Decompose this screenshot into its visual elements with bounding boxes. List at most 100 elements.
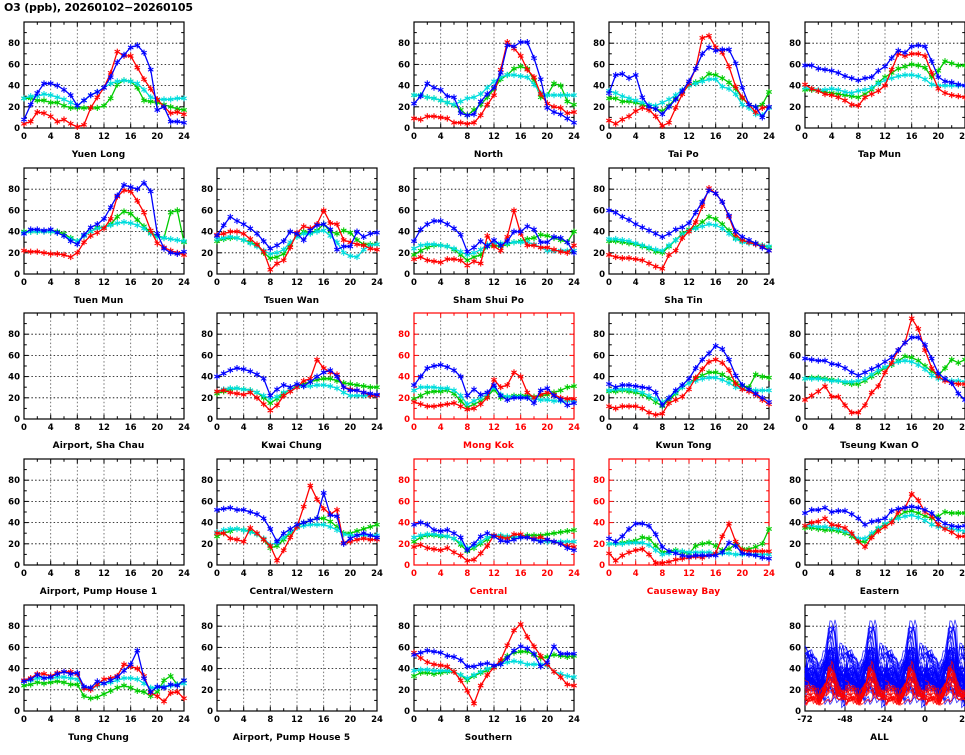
svg-text:20: 20 <box>541 132 553 142</box>
svg-text:40: 40 <box>8 373 20 383</box>
svg-text:0: 0 <box>411 132 417 142</box>
svg-text:60: 60 <box>593 60 605 70</box>
svg-text:40: 40 <box>398 665 410 675</box>
svg-text:24: 24 <box>371 278 383 288</box>
svg-text:0: 0 <box>21 132 27 142</box>
svg-text:4: 4 <box>438 132 444 142</box>
svg-text:20: 20 <box>593 394 605 404</box>
panel-label: Sha Tin <box>664 296 703 306</box>
panel-label: Tap Mun <box>857 150 902 160</box>
svg-text:0: 0 <box>21 278 27 288</box>
svg-text:0: 0 <box>795 707 801 717</box>
svg-text:80: 80 <box>201 622 213 632</box>
svg-text:4: 4 <box>438 715 444 725</box>
svg-text:80: 80 <box>8 39 20 49</box>
svg-text:24: 24 <box>178 715 190 725</box>
svg-text:40: 40 <box>398 82 410 92</box>
plot-area: 0 20 40 60 80 0 4 8 12 16 20 24 <box>8 458 190 579</box>
panel-label: Central <box>469 587 508 597</box>
svg-text:40: 40 <box>593 373 605 383</box>
svg-text:0: 0 <box>404 561 410 571</box>
svg-text:80: 80 <box>593 39 605 49</box>
svg-text:20: 20 <box>541 569 553 579</box>
svg-text:60: 60 <box>201 497 213 507</box>
svg-text:8: 8 <box>267 569 273 579</box>
svg-text:60: 60 <box>789 351 801 361</box>
svg-text:12: 12 <box>291 278 303 288</box>
svg-text:12: 12 <box>291 569 303 579</box>
svg-text:4: 4 <box>438 569 444 579</box>
svg-text:60: 60 <box>201 351 213 361</box>
svg-text:60: 60 <box>8 60 20 70</box>
svg-text:12: 12 <box>683 423 695 433</box>
svg-text:40: 40 <box>8 228 20 238</box>
svg-text:80: 80 <box>398 185 410 195</box>
svg-text:16: 16 <box>710 278 722 288</box>
svg-text:0: 0 <box>214 423 220 433</box>
panel-label: North <box>473 150 504 160</box>
svg-text:80: 80 <box>398 39 410 49</box>
panel-label: Kwai Chung <box>261 441 322 451</box>
svg-text:20: 20 <box>151 132 163 142</box>
svg-text:60: 60 <box>8 643 20 653</box>
svg-text:20: 20 <box>8 249 20 259</box>
svg-text:20: 20 <box>151 569 163 579</box>
svg-text:40: 40 <box>593 228 605 238</box>
svg-text:80: 80 <box>8 185 20 195</box>
panel-label: Tai Po <box>668 150 699 160</box>
svg-text:60: 60 <box>593 497 605 507</box>
panel-kwun-tong: 0 20 40 60 80 0 4 8 12 16 20 24 Kwun Tong <box>587 305 780 451</box>
svg-text:20: 20 <box>8 103 20 113</box>
svg-text:60: 60 <box>398 351 410 361</box>
svg-text:20: 20 <box>344 423 356 433</box>
plot-area: 0 20 40 60 80 0 4 8 12 16 20 24 <box>201 458 383 579</box>
panel-all: 0 20 40 60 80 -72 -48 -24 0 24 ALL <box>783 597 965 743</box>
plot-area: 0 20 40 60 80 0 4 8 12 16 20 24 <box>398 604 580 725</box>
svg-text:60: 60 <box>398 206 410 216</box>
svg-text:40: 40 <box>398 373 410 383</box>
svg-text:8: 8 <box>855 132 861 142</box>
panel-label: Eastern <box>859 587 900 597</box>
svg-text:0: 0 <box>411 569 417 579</box>
svg-text:20: 20 <box>398 394 410 404</box>
svg-text:24: 24 <box>959 423 965 433</box>
svg-text:12: 12 <box>291 423 303 433</box>
svg-text:0: 0 <box>21 569 27 579</box>
svg-text:0: 0 <box>207 415 213 425</box>
svg-text:0: 0 <box>411 278 417 288</box>
plot-area: 0 20 40 60 80 0 4 8 12 16 20 24 <box>593 458 775 579</box>
svg-text:20: 20 <box>593 540 605 550</box>
plot-area: 0 20 40 60 80 0 4 8 12 16 20 24 <box>593 312 775 433</box>
svg-text:40: 40 <box>8 519 20 529</box>
svg-text:16: 16 <box>906 569 918 579</box>
plot-area: 0 20 40 60 80 0 4 8 12 16 20 24 <box>8 604 190 725</box>
svg-text:8: 8 <box>659 132 665 142</box>
svg-text:80: 80 <box>201 330 213 340</box>
plot-area: 0 20 40 60 80 0 4 8 12 16 20 24 <box>398 21 580 142</box>
svg-text:20: 20 <box>398 103 410 113</box>
svg-text:8: 8 <box>74 278 80 288</box>
svg-text:24: 24 <box>763 132 775 142</box>
svg-text:24: 24 <box>178 423 190 433</box>
panel-tap-mun: 0 20 40 60 80 0 4 8 12 16 20 24 Tap Mun <box>783 14 965 160</box>
svg-text:4: 4 <box>241 423 247 433</box>
svg-text:24: 24 <box>371 569 383 579</box>
svg-text:20: 20 <box>201 249 213 259</box>
svg-text:24: 24 <box>178 132 190 142</box>
svg-text:20: 20 <box>344 278 356 288</box>
svg-text:80: 80 <box>789 39 801 49</box>
svg-text:0: 0 <box>606 569 612 579</box>
panel-label: Tsuen Wan <box>263 296 320 306</box>
svg-text:20: 20 <box>151 423 163 433</box>
panel-empty-r1-c2 <box>195 14 388 160</box>
svg-text:12: 12 <box>488 569 500 579</box>
svg-text:16: 16 <box>906 132 918 142</box>
svg-text:80: 80 <box>789 330 801 340</box>
svg-text:16: 16 <box>515 132 527 142</box>
svg-text:60: 60 <box>789 643 801 653</box>
panel-label: Tseung Kwan O <box>840 441 919 451</box>
plot-area: 0 20 40 60 80 0 4 8 12 16 20 24 <box>789 312 965 433</box>
svg-text:4: 4 <box>438 278 444 288</box>
svg-text:8: 8 <box>74 423 80 433</box>
svg-text:0: 0 <box>14 270 20 280</box>
